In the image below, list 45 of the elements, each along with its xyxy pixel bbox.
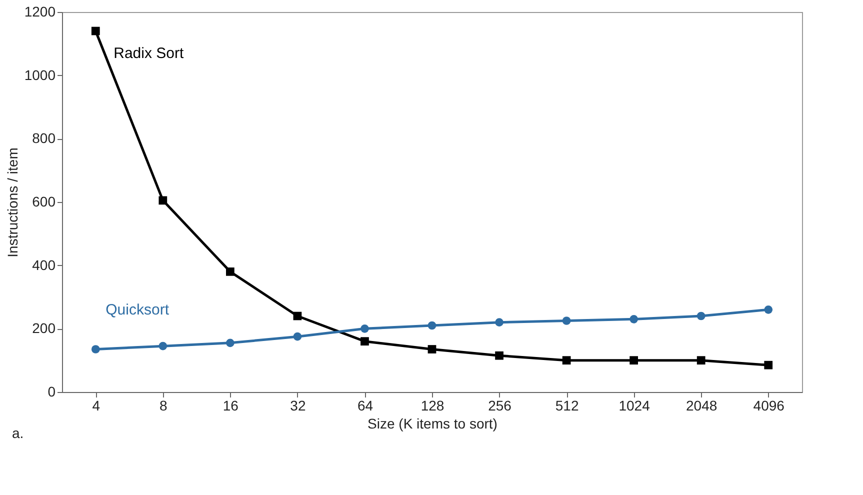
point xyxy=(428,321,436,330)
y-axis-title: Instructions / item xyxy=(4,148,20,258)
point xyxy=(158,196,168,205)
point xyxy=(562,356,571,365)
series-label: Quicksort xyxy=(106,301,170,318)
point xyxy=(158,342,168,350)
y-tick-label: 400 xyxy=(32,256,56,273)
y-tick-label: 1200 xyxy=(24,4,56,20)
point xyxy=(630,356,638,365)
x-tick-label: 16 xyxy=(222,398,239,414)
point xyxy=(91,26,100,36)
point xyxy=(293,312,302,320)
point xyxy=(495,351,504,360)
x-tick-label: 4 xyxy=(92,398,100,414)
point xyxy=(696,356,706,365)
x-tick-label: 128 xyxy=(420,398,444,414)
point xyxy=(360,337,369,346)
y-tick-label: 200 xyxy=(32,320,56,336)
point xyxy=(495,318,504,327)
x-tick-label: 512 xyxy=(555,398,579,414)
y-tick-label: 1000 xyxy=(24,66,56,83)
x-tick-label: 8 xyxy=(160,398,168,414)
point xyxy=(428,345,436,354)
series-label: Radix Sort xyxy=(114,45,184,62)
point xyxy=(226,267,234,276)
point xyxy=(91,345,100,354)
x-tick-label: 4096 xyxy=(753,398,785,414)
point xyxy=(630,314,638,324)
y-tick-label: 600 xyxy=(32,194,56,210)
point xyxy=(764,305,773,314)
point xyxy=(293,332,302,341)
point xyxy=(226,338,234,348)
point xyxy=(360,324,369,333)
point xyxy=(764,360,773,370)
y-tick-label: 0 xyxy=(48,384,56,400)
y-tick-label: 800 xyxy=(32,130,56,146)
x-tick-label: 1024 xyxy=(618,398,650,414)
x-tick-label: 2048 xyxy=(686,398,718,414)
x-tick-label: 64 xyxy=(357,398,374,414)
x-tick-label: 256 xyxy=(488,398,512,414)
x-tick-label: 32 xyxy=(290,398,306,414)
x-axis-title: Size (K items to sort) xyxy=(368,416,498,432)
point xyxy=(562,316,571,325)
point xyxy=(696,312,706,320)
text: a. xyxy=(12,425,24,441)
